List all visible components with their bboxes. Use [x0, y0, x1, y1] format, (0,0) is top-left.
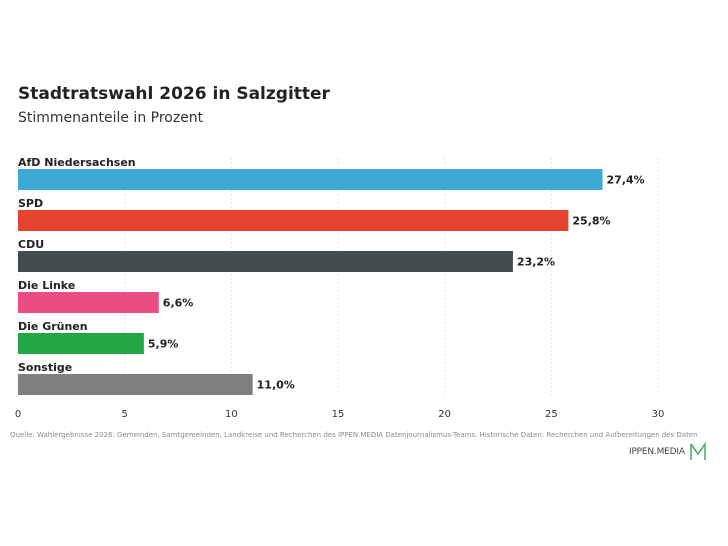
x-tick-label: 25: [545, 409, 558, 420]
x-tick-label: 0: [15, 409, 21, 420]
category-label: Die Linke: [18, 279, 75, 292]
bar: [18, 210, 569, 231]
category-label: AfD Niedersachsen: [18, 156, 136, 169]
bar: [18, 169, 603, 190]
x-tick-label: 30: [652, 409, 665, 420]
value-label: 6,6%: [163, 297, 194, 310]
category-label: Sonstige: [18, 361, 72, 374]
chart-title: Stadtratswahl 2026 in Salzgitter: [18, 84, 330, 104]
source-note: Quelle: Wahlergebnisse 2026: Gemeinden, …: [10, 431, 698, 439]
logo-text: IPPEN.MEDIA: [629, 447, 685, 457]
value-label: 27,4%: [607, 174, 645, 187]
bar: [18, 251, 513, 272]
bar: [18, 333, 144, 354]
logo-mark-icon: [689, 442, 706, 460]
x-tick-label: 15: [332, 409, 345, 420]
x-tick-label: 20: [438, 409, 451, 420]
value-label: 11,0%: [257, 379, 295, 392]
chart-subtitle: Stimmenanteile in Prozent: [18, 110, 204, 126]
value-label: 5,9%: [148, 338, 179, 351]
category-label: Die Grünen: [18, 320, 88, 333]
category-label: CDU: [18, 238, 44, 251]
category-label: SPD: [18, 197, 43, 210]
bar: [18, 292, 159, 313]
bar: [18, 374, 253, 395]
x-tick-label: 5: [121, 409, 127, 420]
ippen-media-logo: IPPEN.MEDIA: [629, 442, 707, 462]
x-tick-label: 10: [225, 409, 238, 420]
value-label: 25,8%: [572, 215, 610, 228]
value-label: 23,2%: [517, 256, 555, 269]
